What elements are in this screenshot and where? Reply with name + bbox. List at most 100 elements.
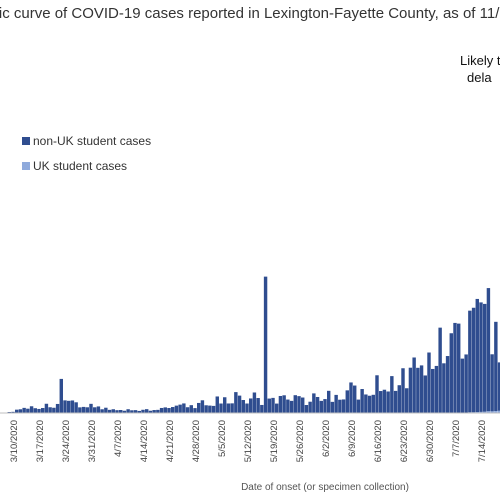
bar-non-uk-student-cases (85, 407, 89, 413)
x-tick-label: 6/30/2020 (425, 420, 436, 462)
bar-non-uk-student-cases (234, 392, 238, 413)
bar-non-uk-student-cases (159, 407, 164, 413)
x-tick-label: 5/26/2020 (295, 420, 306, 462)
bar-non-uk-student-cases (412, 357, 416, 413)
bar-non-uk-student-cases (315, 396, 320, 413)
bar-non-uk-student-cases (345, 390, 349, 413)
bar-non-uk-student-cases (115, 410, 119, 413)
bar-non-uk-student-cases (445, 356, 450, 413)
bar-non-uk-student-cases (327, 390, 331, 413)
bar-non-uk-student-cases (93, 407, 97, 413)
legend: non-UK student cases UK student cases (22, 134, 151, 173)
x-tick-label: 4/14/2020 (139, 420, 150, 462)
bar-non-uk-student-cases (145, 409, 149, 413)
x-tick-label: 6/16/2020 (373, 420, 384, 462)
bar-non-uk-student-cases (29, 406, 34, 413)
x-tick-label: 5/19/2020 (269, 420, 280, 462)
x-tick-label: 4/21/2020 (165, 420, 176, 462)
bar-non-uk-student-cases (89, 403, 93, 413)
bar-non-uk-student-cases (341, 399, 346, 413)
bar-non-uk-student-cases (427, 352, 431, 413)
bar-uk-student-cases (490, 411, 494, 413)
bar-non-uk-student-cases (167, 408, 171, 413)
bar-non-uk-student-cases (390, 376, 394, 413)
bar-non-uk-student-cases (230, 403, 234, 413)
legend-swatch-non-uk (22, 137, 30, 145)
bar-non-uk-student-cases (59, 378, 63, 413)
bar-non-uk-student-cases (52, 407, 56, 413)
bar-non-uk-student-cases (431, 368, 435, 413)
x-tick-label: 7/7/2020 (451, 420, 462, 457)
bar-uk-student-cases (483, 411, 487, 413)
x-tick-label: 4/7/2020 (113, 420, 124, 457)
bar-non-uk-student-cases (483, 303, 487, 412)
bar-non-uk-student-cases (338, 399, 342, 413)
bar-non-uk-student-cases (263, 276, 268, 413)
bar-non-uk-student-cases (360, 389, 364, 413)
bar-non-uk-student-cases (100, 409, 104, 413)
bar-non-uk-student-cases (241, 400, 245, 413)
bar-non-uk-student-cases (453, 322, 457, 413)
bar-non-uk-student-cases (126, 409, 130, 413)
bar-non-uk-student-cases (178, 404, 182, 413)
bar-non-uk-student-cases (457, 323, 461, 413)
bar-non-uk-student-cases (141, 409, 145, 413)
x-axis-label: Date of onset (or specimen collection) (241, 482, 409, 493)
bar-non-uk-student-cases (308, 401, 312, 413)
bar-non-uk-student-cases (208, 405, 212, 413)
bar-non-uk-student-cases (156, 409, 160, 413)
bar-non-uk-student-cases (193, 408, 197, 413)
bar-uk-student-cases (486, 411, 491, 413)
bar-non-uk-student-cases (122, 410, 127, 413)
bar-uk-student-cases (497, 410, 500, 413)
x-tick-label: 5/5/2020 (217, 420, 228, 457)
bar-non-uk-student-cases (74, 402, 78, 413)
bar-non-uk-student-cases (349, 382, 353, 413)
bar-non-uk-student-cases (41, 408, 45, 413)
bar-non-uk-student-cases (353, 385, 357, 413)
bar-non-uk-student-cases (226, 403, 231, 413)
bar-non-uk-student-cases (490, 354, 494, 412)
bar-non-uk-student-cases (204, 405, 208, 413)
x-tick-labels: 3/10/2020 3/17/2020 3/24/2020 3/31/2020 4/7/… (9, 420, 488, 462)
bar-non-uk-student-cases (416, 367, 420, 413)
bar-non-uk-student-cases (137, 410, 141, 413)
bar-non-uk-student-cases (133, 410, 138, 413)
bar-non-uk-student-cases (130, 410, 134, 413)
bar-non-uk-student-cases (223, 397, 227, 413)
legend-swatch-uk (22, 162, 30, 170)
bar-non-uk-student-cases (81, 406, 86, 413)
x-tick-label: 7/14/2020 (477, 420, 488, 462)
bar-non-uk-student-cases (304, 405, 309, 413)
bar-non-uk-student-cases (449, 333, 453, 413)
bar-non-uk-student-cases (182, 403, 186, 413)
bar-non-uk-student-cases (356, 399, 361, 413)
bar-non-uk-student-cases (78, 407, 82, 413)
bar-non-uk-student-cases (330, 401, 335, 413)
x-tick-label: 6/9/2020 (347, 420, 358, 457)
bar-non-uk-student-cases (297, 396, 301, 413)
x-tick-label: 6/2/2020 (321, 420, 332, 457)
bar-non-uk-student-cases (55, 403, 60, 413)
bar-non-uk-student-cases (464, 354, 468, 413)
bar-non-uk-student-cases (107, 409, 112, 413)
bar-non-uk-student-cases (323, 399, 327, 413)
bars-group (7, 276, 500, 413)
bar-non-uk-student-cases (382, 389, 387, 413)
bar-non-uk-student-cases (364, 394, 368, 413)
annotation-line-1: Likely to (460, 53, 500, 68)
bar-non-uk-student-cases (245, 403, 249, 413)
bar-non-uk-student-cases (442, 363, 446, 413)
bar-non-uk-student-cases (256, 398, 260, 413)
bar-non-uk-student-cases (271, 397, 275, 413)
bar-non-uk-student-cases (419, 365, 424, 413)
bar-non-uk-student-cases (460, 358, 465, 413)
bar-non-uk-student-cases (119, 410, 123, 413)
chart-title: Epidemic curve of COVID-19 cases reporte… (0, 5, 500, 22)
bar-non-uk-student-cases (293, 395, 297, 413)
bar-non-uk-student-cases (197, 402, 201, 413)
bar-non-uk-student-cases (379, 391, 383, 413)
bar-non-uk-student-cases (260, 404, 264, 413)
bar-non-uk-student-cases (104, 407, 108, 413)
